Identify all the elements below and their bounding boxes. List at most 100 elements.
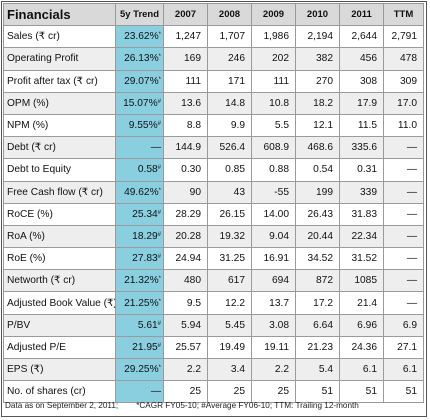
trend-mark: * — [158, 32, 161, 39]
row-label: Networth (₹ cr) — [3, 269, 116, 293]
value-cell: 5.94 — [163, 313, 208, 337]
row-label: No. of shares (cr) — [3, 380, 116, 404]
value-cell: — — [383, 291, 424, 315]
value-cell: 309 — [383, 69, 424, 93]
trend-value: 21.32% — [124, 275, 159, 287]
value-cell: 0.31 — [339, 158, 384, 182]
trend-value: 18.29 — [132, 230, 158, 242]
trend-mark: # — [157, 98, 161, 105]
value-cell: 22.34 — [339, 224, 384, 249]
value-cell: 608.9 — [251, 136, 296, 160]
value-cell: -55 — [251, 180, 296, 204]
value-cell: 5.5 — [251, 113, 296, 138]
trend-cell: — — [115, 380, 164, 404]
value-cell: 6.1 — [339, 357, 384, 382]
row-label: OPM (%) — [3, 91, 116, 115]
value-cell: 3.08 — [251, 313, 296, 337]
value-cell: 10.8 — [251, 91, 296, 115]
trend-cell: 21.25%* — [115, 291, 164, 315]
table-row: P/BV 5.61# 5.94 5.45 3.08 6.64 6.96 6.9 — [3, 313, 424, 337]
value-cell: 478 — [383, 47, 424, 71]
trend-cell: 18.29# — [115, 224, 164, 249]
value-cell: 617 — [207, 269, 252, 293]
value-cell: 27.1 — [383, 335, 424, 360]
column-header: 2011 — [339, 2, 384, 27]
value-cell: 21.4 — [339, 291, 384, 315]
value-cell: 24.94 — [163, 247, 208, 271]
value-cell: 270 — [295, 69, 340, 93]
value-cell: 17.9 — [339, 91, 384, 115]
trend-mark: * — [158, 365, 161, 372]
value-cell: 0.85 — [207, 158, 252, 182]
value-cell: 169 — [163, 47, 208, 71]
row-label: Free Cash flow (₹ cr) — [3, 180, 116, 204]
row-label: Debt (₹ cr) — [3, 136, 116, 160]
value-cell: 171 — [207, 69, 252, 93]
trend-mark: * — [158, 54, 161, 61]
trend-value: 26.13% — [124, 53, 159, 65]
value-cell: — — [383, 247, 424, 271]
trend-value: 25.34 — [132, 208, 158, 220]
row-label: Debt to Equity — [3, 158, 116, 182]
value-cell: 31.52 — [339, 247, 384, 271]
value-cell: 144.9 — [163, 136, 208, 160]
value-cell: 43 — [207, 180, 252, 204]
trend-value: 21.95 — [132, 341, 158, 353]
value-cell: 34.52 — [295, 247, 340, 271]
table-row: Profit after tax (₹ cr) 29.07%* 111 171 111 2… — [3, 69, 424, 93]
trend-value: 15.07% — [123, 97, 158, 109]
value-cell: — — [383, 202, 424, 226]
trend-mark: # — [157, 121, 161, 128]
value-cell: 51 — [295, 380, 340, 404]
value-cell: 6.9 — [383, 313, 424, 337]
table-row: RoA (%) 18.29# 20.28 19.32 9.04 20.44 22.34— — [3, 224, 424, 249]
trend-cell: 21.32%* — [115, 269, 164, 293]
column-header: 2009 — [251, 2, 296, 27]
table-row: Networth (₹ cr) 21.32%* 480 617 694 872 1085— — [3, 269, 424, 293]
value-cell: 21.23 — [295, 335, 340, 360]
value-cell: 456 — [339, 47, 384, 71]
value-cell: 111 — [251, 69, 296, 93]
table-row: Free Cash flow (₹ cr) 49.62%* 90 43 -55 199 33… — [3, 180, 424, 204]
table-row: RoE (%) 27.83# 24.94 31.25 16.91 34.52 31.52— — [3, 247, 424, 271]
value-cell: 90 — [163, 180, 208, 204]
row-label: Sales (₹ cr) — [3, 25, 116, 49]
row-label: RoE (%) — [3, 247, 116, 271]
value-cell: 0.54 — [295, 158, 340, 182]
value-cell: 468.6 — [295, 136, 340, 160]
value-cell: 1,707 — [207, 25, 252, 49]
value-cell: — — [383, 136, 424, 160]
value-cell: 11.5 — [339, 113, 384, 138]
value-cell: 526.4 — [207, 136, 252, 160]
value-cell: 1,986 — [251, 25, 296, 49]
trend-value: 27.83 — [132, 253, 158, 265]
value-cell: 339 — [339, 180, 384, 204]
header-row: Financials 5y Trend 2007 2008 2009 2010 … — [3, 2, 424, 27]
table-row: RoCE (%) 25.34# 28.29 26.15 14.00 26.43 31.83— — [3, 202, 424, 226]
column-header: 5y Trend — [115, 2, 164, 27]
trend-value: 5.61 — [137, 319, 158, 331]
value-cell: 26.15 — [207, 202, 252, 226]
table-row: EPS (₹) 29.25%* 2.2 3.4 2.2 5.4 6.1 6.1 — [3, 357, 424, 382]
value-cell: 111 — [163, 69, 208, 93]
trend-mark: * — [158, 276, 161, 283]
value-cell: 5.4 — [295, 357, 340, 382]
value-cell: 19.11 — [251, 335, 296, 360]
value-cell: 2,791 — [383, 25, 424, 49]
value-cell: 0.30 — [163, 158, 208, 182]
trend-value: 0.58 — [137, 164, 158, 176]
trend-cell: 27.83# — [115, 247, 164, 271]
value-cell: 1085 — [339, 269, 384, 293]
trend-cell: 26.13%* — [115, 47, 164, 71]
value-cell: 51 — [383, 380, 424, 404]
value-cell: 25.57 — [163, 335, 208, 360]
value-cell: — — [383, 180, 424, 204]
trend-mark: # — [157, 342, 161, 349]
table-body: Sales (₹ cr) 23.62%* 1,247 1,707 1,986 2,194 2… — [3, 25, 424, 404]
table-row: Debt (₹ cr) —144.9 526.4 608.9 468.6 335.6— — [3, 136, 424, 160]
value-cell: 3.4 — [207, 357, 252, 382]
trend-cell: 9.55%# — [115, 113, 164, 138]
trend-mark: # — [157, 231, 161, 238]
value-cell: 2.2 — [251, 357, 296, 382]
table-row: No. of shares (cr) —25 25 25 51 51 51 — [3, 380, 424, 404]
